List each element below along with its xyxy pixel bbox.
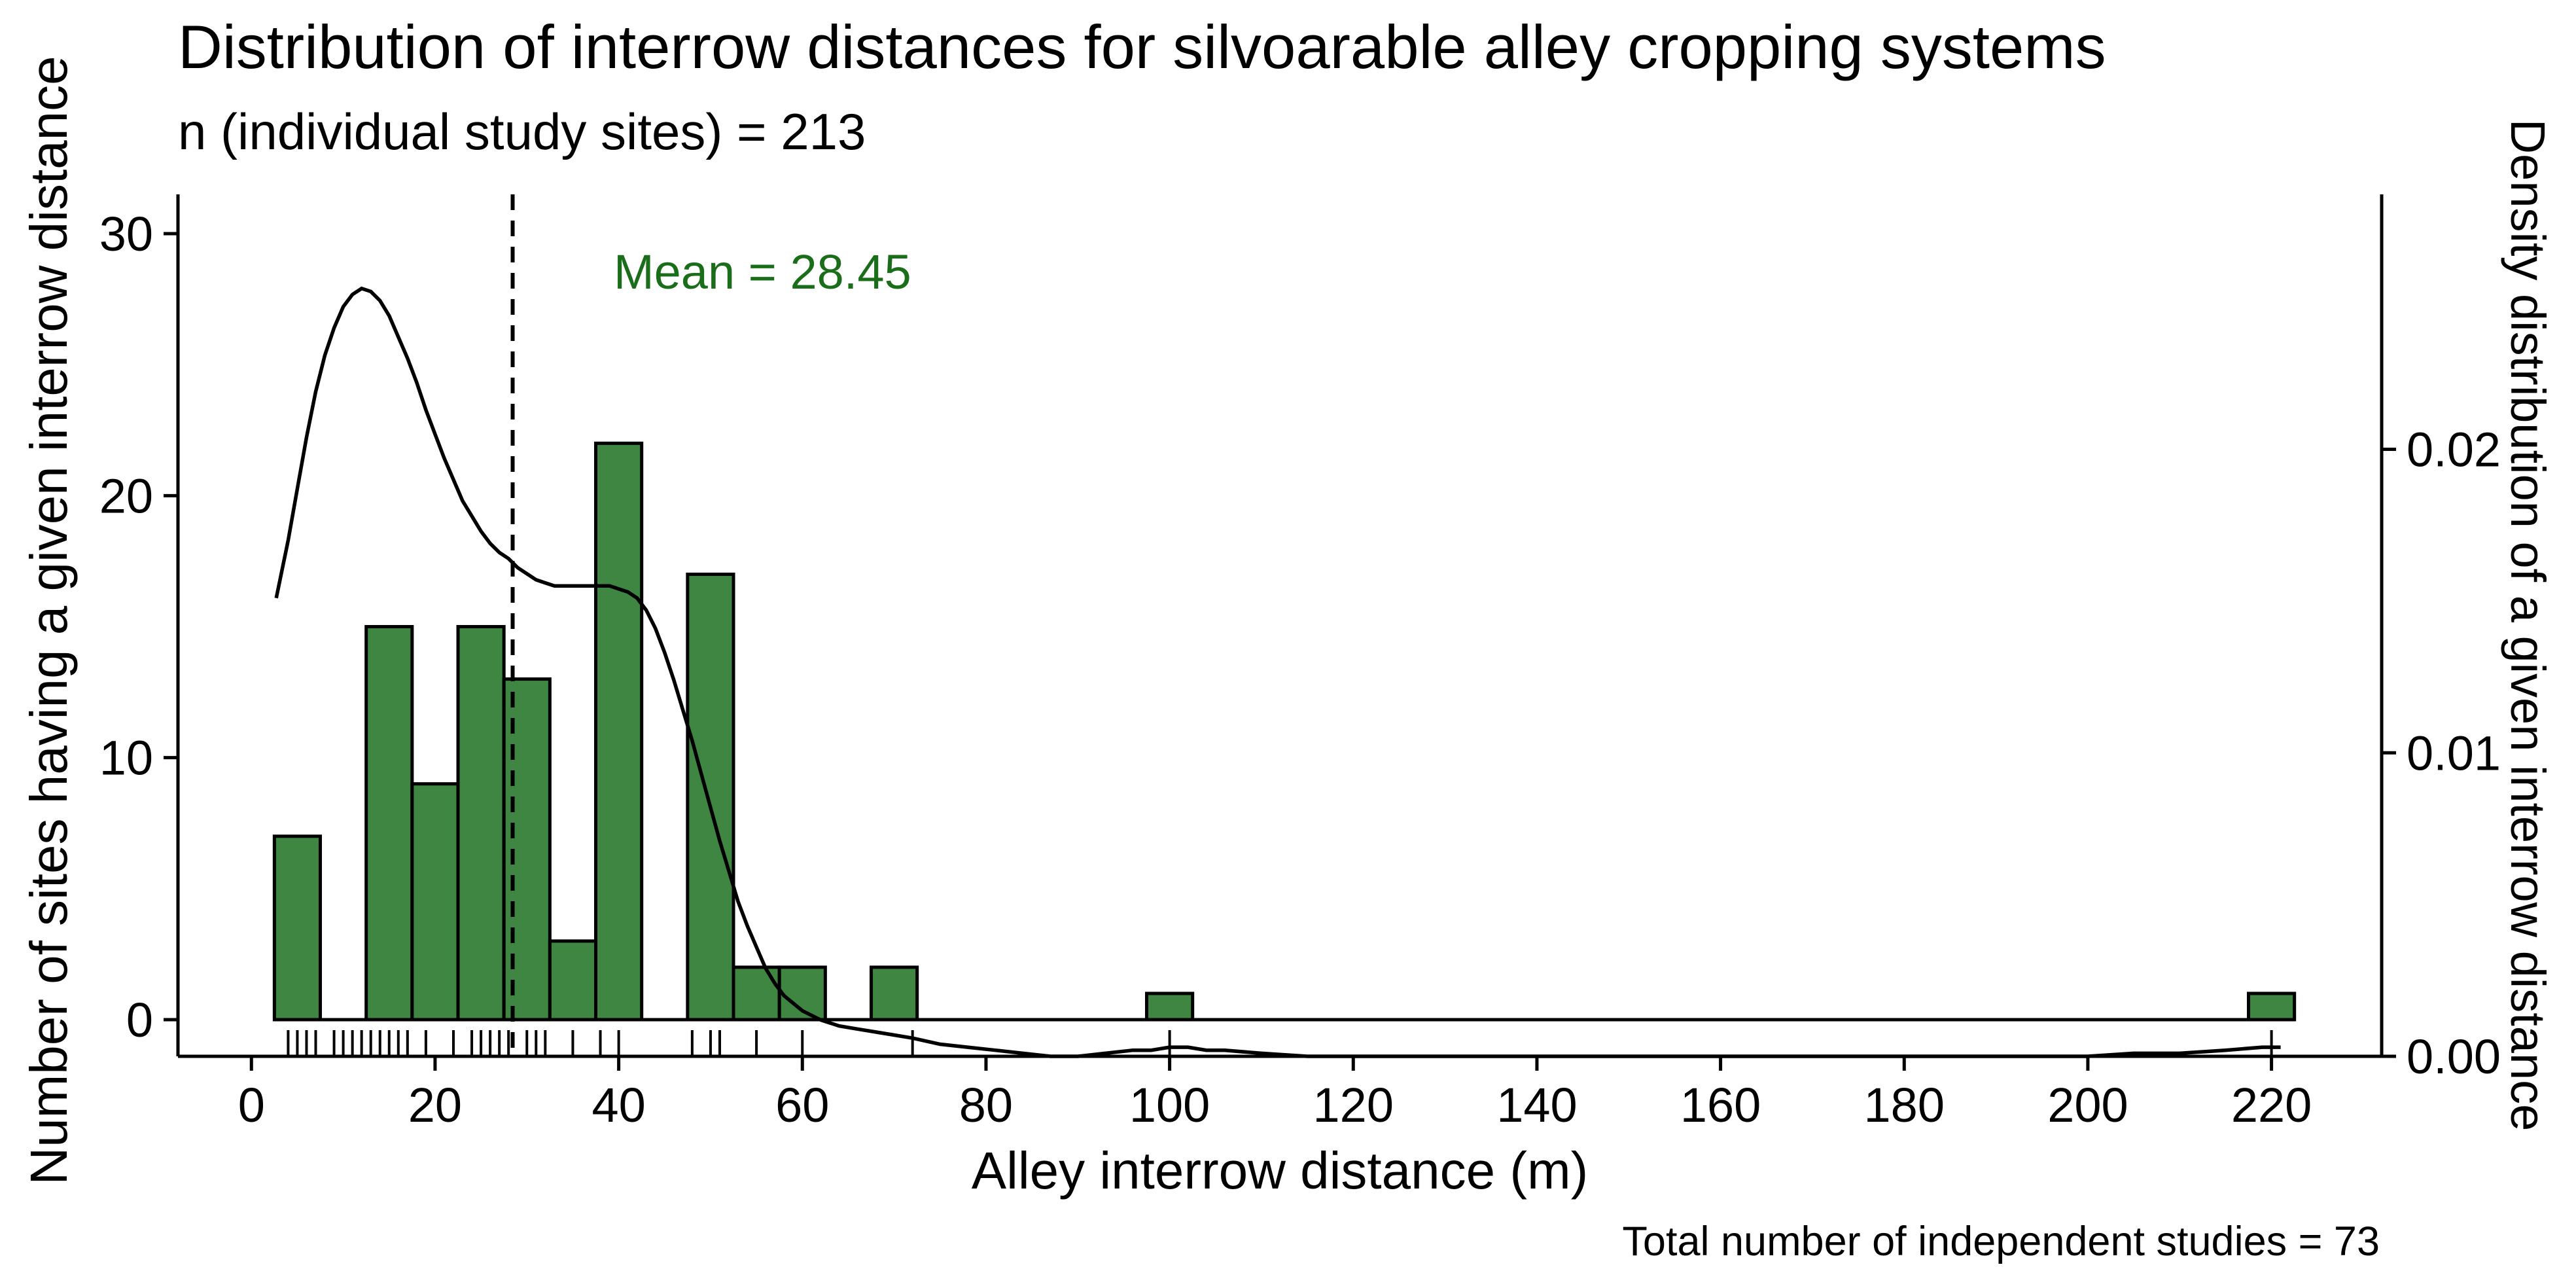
y-left-tick-label-3: 30 <box>99 207 153 261</box>
x-tick-label-7: 140 <box>1496 1078 1577 1132</box>
x-tick-label-11: 220 <box>2231 1078 2312 1132</box>
histogram-bar-7 <box>686 572 735 1022</box>
x-tick-label-0: 0 <box>238 1078 265 1132</box>
histogram-bar-12 <box>2247 992 2297 1022</box>
histogram-bar-3 <box>456 625 506 1022</box>
chart-title: Distribution of interrow distances for s… <box>178 12 2106 81</box>
x-tick-label-8: 160 <box>1680 1078 1761 1132</box>
y-right-tick-label-2: 0.02 <box>2407 423 2501 477</box>
x-tick-label-10: 200 <box>2047 1078 2128 1132</box>
x-tick-label-9: 180 <box>1864 1078 1945 1132</box>
histogram-bar-11 <box>1145 992 1195 1022</box>
histogram-bar-2 <box>410 782 460 1022</box>
x-axis-label: Alley interrow distance (m) <box>972 1141 1589 1200</box>
x-tick-label-2: 40 <box>591 1078 645 1132</box>
histogram-bar-10 <box>870 965 919 1022</box>
density-curve <box>274 286 2281 1058</box>
rug-marks <box>287 1030 2273 1056</box>
y-left-tick-label-2: 20 <box>99 469 153 523</box>
chart-subtitle: n (individual study sites) = 213 <box>178 103 866 160</box>
histogram-bar-0 <box>272 834 323 1022</box>
mean-annotation: Mean = 28.45 <box>614 245 911 299</box>
x-tick-label-6: 120 <box>1313 1078 1394 1132</box>
y-axis-right-label: Density distribution of a given interrow… <box>2501 119 2555 1132</box>
chart-caption: Total number of independent studies = 73 <box>1622 1219 2380 1264</box>
histogram-bar-1 <box>364 625 414 1022</box>
y-right-tick-label-0: 0.00 <box>2407 1029 2501 1084</box>
y-left-tick-label-0: 0 <box>126 993 153 1047</box>
x-tick-label-5: 100 <box>1129 1078 1210 1132</box>
y-axis-left-label: Number of sites having a given interrow … <box>20 56 78 1185</box>
x-axis-ticks: 0 20 40 60 80 100 120 140 160 180 200 220 <box>238 1056 2312 1132</box>
histogram-bar-8 <box>732 965 781 1022</box>
x-tick-label-3: 60 <box>775 1078 829 1132</box>
y-left-tick-label-1: 10 <box>99 731 153 785</box>
histogram-bar-6 <box>594 441 644 1022</box>
y-axis-right-ticks: 0.00 0.01 0.02 <box>2382 423 2501 1084</box>
x-tick-label-4: 80 <box>959 1078 1013 1132</box>
y-axis-left-ticks: 0 10 20 30 <box>99 207 178 1047</box>
histogram-bar-5 <box>548 939 598 1022</box>
y-right-tick-label-1: 0.01 <box>2407 726 2501 780</box>
histogram-bars <box>272 441 2297 1022</box>
x-tick-label-1: 20 <box>408 1078 462 1132</box>
